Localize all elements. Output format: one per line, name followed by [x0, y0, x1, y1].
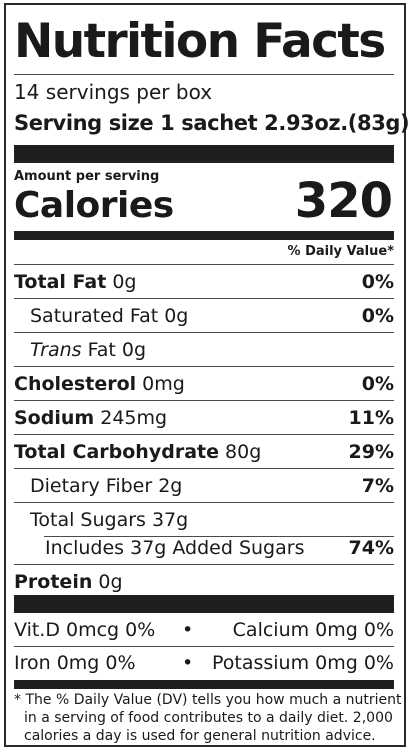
footnote-line: in a serving of food contributes to a da…	[24, 710, 393, 726]
divider	[14, 400, 394, 401]
footnote-line: calories a day is used for general nutri…	[24, 728, 376, 744]
calories-value: 320	[294, 173, 393, 229]
nutrient-row-saturated-fat: Saturated Fat 0g 0%	[14, 299, 394, 332]
nutrient-dv: 0%	[361, 304, 394, 327]
nutrient-amount: 0mg	[136, 372, 185, 395]
nutrient-row-total-carbohydrate: Total Carbohydrate 80g 29%	[14, 435, 394, 468]
nutrient-name: Protein	[14, 570, 93, 593]
divider	[14, 298, 394, 299]
nutrient-name: Total Sugars 37g	[30, 508, 189, 531]
bullet-separator: •	[182, 652, 194, 674]
nutrient-dv: 74%	[348, 536, 394, 559]
nutrient-dv: 0%	[361, 372, 394, 395]
nutrient-row-trans-fat: Trans Fat 0g	[14, 333, 394, 366]
nutrient-row-added-sugars: Includes 37g Added Sugars 74%	[14, 531, 394, 564]
thick-divider	[14, 145, 394, 163]
nutrient-row-sodium: Sodium 245mg 11%	[14, 401, 394, 434]
nutrient-amount: 245mg	[94, 406, 168, 429]
divider	[14, 468, 394, 469]
nutrient-row-dietary-fiber: Dietary Fiber 2g 7%	[14, 469, 394, 502]
nutrient-dv: 29%	[348, 440, 394, 463]
vitamin-row-1: Vit.D 0mcg 0% • Calcium 0mg 0%	[14, 613, 394, 646]
divider	[14, 74, 394, 75]
nutrient-amount: 80g	[218, 440, 262, 463]
label-content: Nutrition Facts 14 servings per box Serv…	[14, 5, 410, 745]
vitamin-d: Vit.D 0mcg 0%	[14, 619, 156, 641]
amount-per-serving: Amount per serving	[14, 169, 160, 184]
label-title: Nutrition Facts	[14, 14, 386, 69]
bullet-separator: •	[182, 619, 194, 641]
divider	[14, 434, 394, 435]
nutrient-row-total-fat: Total Fat 0g 0%	[14, 265, 394, 298]
divider	[14, 264, 394, 265]
nutrient-dv: 11%	[348, 406, 394, 429]
footnote: * The % Daily Value (DV) tells you how m…	[14, 691, 402, 745]
nutrient-dv: 0%	[361, 270, 394, 293]
nutrient-name: Total Fat	[14, 270, 107, 293]
potassium: Potassium 0mg 0%	[211, 652, 394, 674]
nutrient-amount: 0g	[92, 570, 123, 593]
nutrient-name: Dietary Fiber 2g	[30, 474, 183, 497]
nutrient-row-total-sugars: Total Sugars 37g	[14, 503, 394, 536]
calcium: Calcium 0mg 0%	[232, 619, 394, 641]
serving-size: Serving size 1 sachet 2.93oz.(83g)	[14, 111, 410, 135]
medium-divider	[14, 231, 394, 240]
daily-value-header: % Daily Value*	[287, 244, 394, 259]
nutrient-name: Saturated Fat 0g	[30, 304, 189, 327]
thick-divider	[14, 595, 394, 613]
nutrition-label: Nutrition Facts 14 servings per box Serv…	[4, 3, 410, 747]
divider	[14, 564, 394, 565]
divider	[44, 536, 394, 537]
divider	[14, 366, 394, 367]
calories-label: Calories	[14, 185, 174, 226]
nutrient-name: Cholesterol	[14, 372, 137, 395]
nutrient-name: Total Carbohydrate	[14, 440, 219, 463]
nutrient-name: Includes 37g Added Sugars	[45, 536, 305, 559]
divider	[14, 646, 394, 647]
servings-per-container: 14 servings per box	[14, 80, 213, 104]
footnote-line: * The % Daily Value (DV) tells you how m…	[14, 692, 402, 708]
nutrient-dv: 7%	[361, 474, 394, 497]
nutrient-name-italic: Trans	[30, 338, 82, 361]
divider	[14, 332, 394, 333]
nutrient-name: Fat 0g	[81, 338, 147, 361]
medium-divider	[14, 680, 394, 689]
nutrient-row-protein: Protein 0g	[14, 565, 394, 598]
iron: Iron 0mg 0%	[14, 652, 136, 674]
vitamin-row-2: Iron 0mg 0% • Potassium 0mg 0%	[14, 646, 394, 679]
divider	[14, 502, 394, 503]
nutrient-name: Sodium	[14, 406, 95, 429]
nutrient-row-cholesterol: Cholesterol 0mg 0%	[14, 367, 394, 400]
nutrient-amount: 0g	[106, 270, 137, 293]
